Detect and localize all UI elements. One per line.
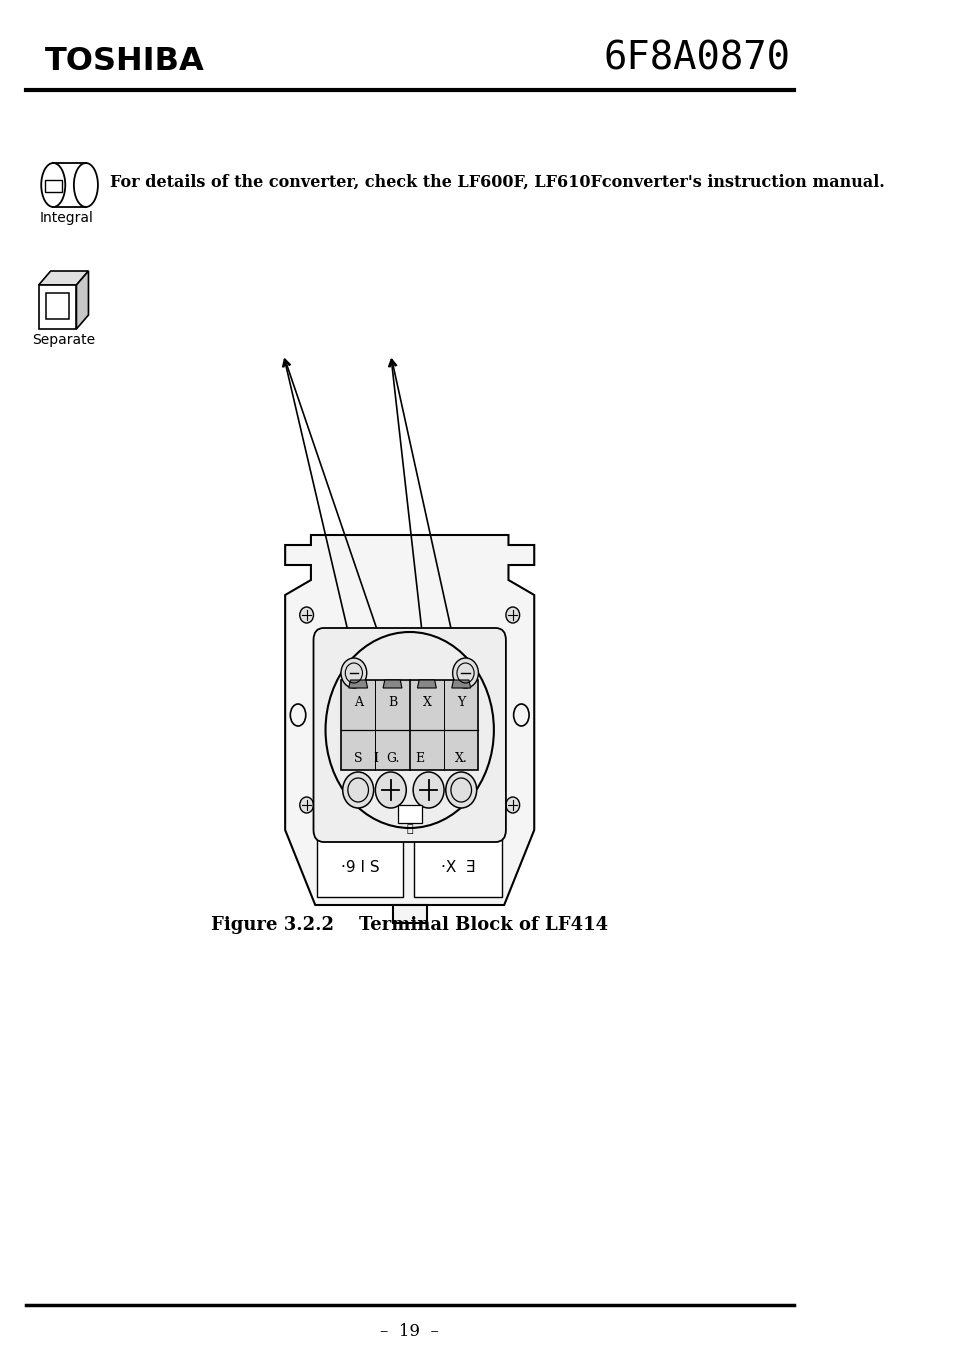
Circle shape <box>299 796 314 813</box>
Text: –  19  –: – 19 – <box>380 1323 438 1341</box>
Circle shape <box>375 772 406 809</box>
Circle shape <box>413 772 443 809</box>
Circle shape <box>325 632 494 828</box>
FancyBboxPatch shape <box>45 180 62 192</box>
FancyBboxPatch shape <box>340 680 477 769</box>
Text: 6F8A0870: 6F8A0870 <box>602 39 789 77</box>
Text: E: E <box>415 752 424 764</box>
Text: ·9 I S: ·9 I S <box>340 860 378 875</box>
Circle shape <box>505 796 519 813</box>
Polygon shape <box>383 680 401 688</box>
Ellipse shape <box>73 163 98 207</box>
Text: TOSHIBA: TOSHIBA <box>45 46 204 77</box>
FancyBboxPatch shape <box>414 838 502 896</box>
Text: For details of the converter, check the LF600F, LF610Fconverter's instruction ma: For details of the converter, check the … <box>110 174 883 190</box>
Circle shape <box>452 657 477 688</box>
FancyBboxPatch shape <box>397 805 421 823</box>
Text: ·X  Ǝ: ·X Ǝ <box>441 860 476 875</box>
Text: X: X <box>422 695 431 709</box>
Circle shape <box>342 772 374 809</box>
Circle shape <box>505 608 519 622</box>
Text: ⏚: ⏚ <box>406 824 413 834</box>
Text: A: A <box>354 695 362 709</box>
Polygon shape <box>392 904 426 923</box>
Ellipse shape <box>41 163 65 207</box>
Polygon shape <box>285 535 534 904</box>
Text: B: B <box>388 695 396 709</box>
Text: G.: G. <box>385 752 398 764</box>
FancyBboxPatch shape <box>314 628 505 842</box>
FancyBboxPatch shape <box>53 163 86 207</box>
Polygon shape <box>452 680 470 688</box>
Text: Y: Y <box>456 695 465 709</box>
Circle shape <box>340 657 366 688</box>
Text: Integral: Integral <box>40 211 93 225</box>
Text: Figure 3.2.2    Terminal Block of LF414: Figure 3.2.2 Terminal Block of LF414 <box>211 917 608 934</box>
Polygon shape <box>76 271 89 329</box>
FancyBboxPatch shape <box>316 838 402 896</box>
Circle shape <box>445 772 476 809</box>
Text: I: I <box>373 752 377 764</box>
Text: X.: X. <box>455 752 467 764</box>
Text: S: S <box>354 752 362 764</box>
Circle shape <box>299 608 314 622</box>
FancyBboxPatch shape <box>39 285 76 329</box>
Polygon shape <box>417 680 436 688</box>
Polygon shape <box>39 271 89 285</box>
Text: Separate: Separate <box>32 333 95 347</box>
Polygon shape <box>349 680 367 688</box>
